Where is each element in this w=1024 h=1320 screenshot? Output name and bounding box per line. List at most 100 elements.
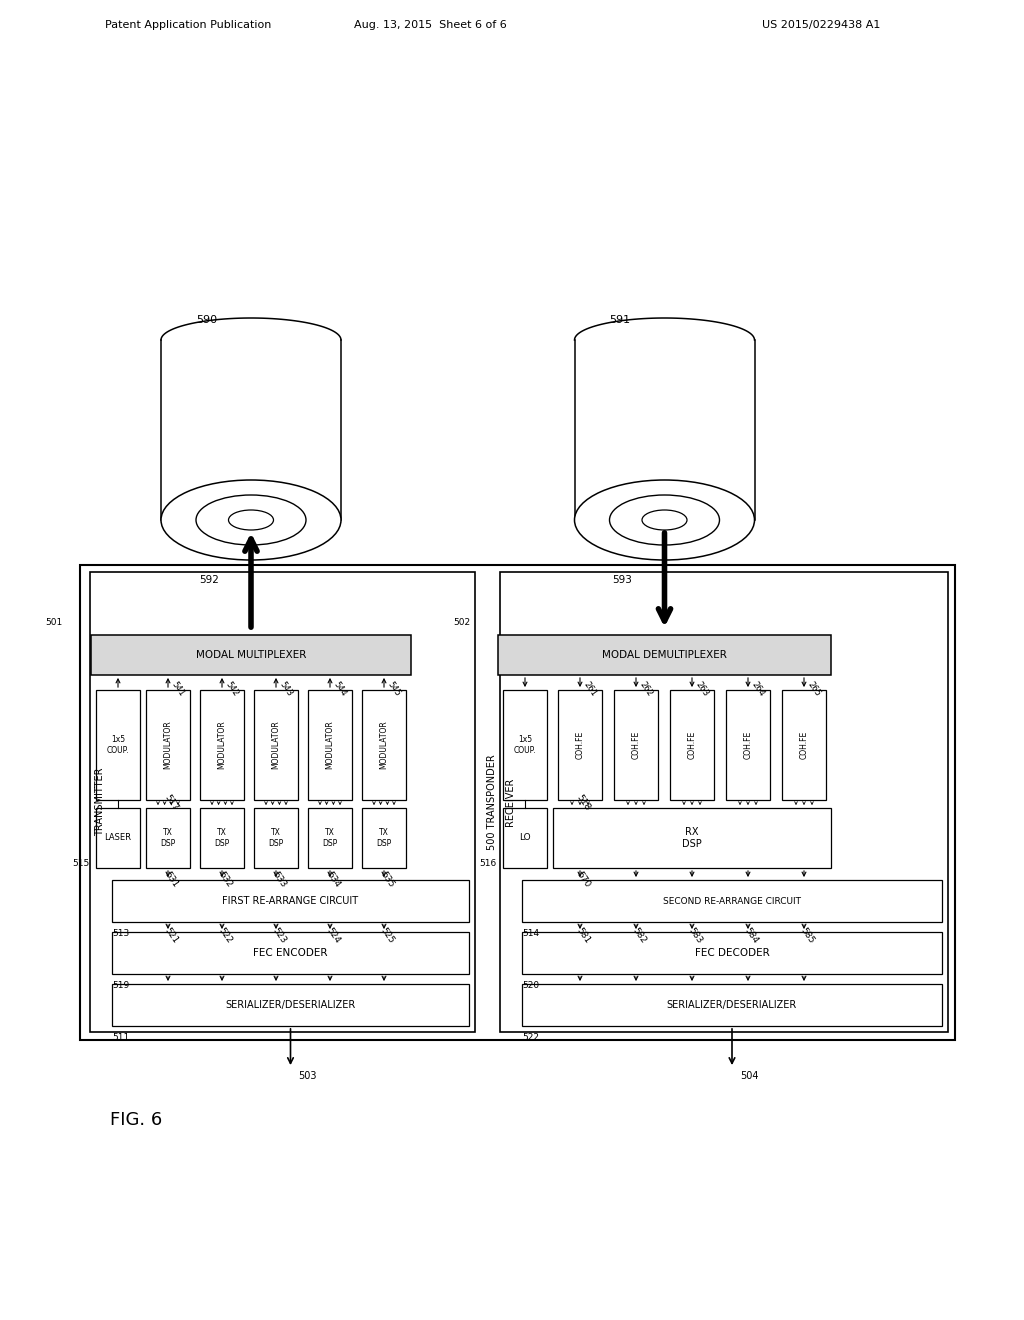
Ellipse shape — [228, 510, 273, 531]
Bar — [96, 690, 140, 800]
Text: 522: 522 — [217, 927, 234, 945]
Bar — [90, 572, 475, 1032]
Text: 570: 570 — [575, 870, 592, 890]
Bar — [726, 690, 770, 800]
Text: 542: 542 — [224, 680, 241, 698]
Text: 541: 541 — [170, 680, 186, 698]
Ellipse shape — [642, 510, 687, 531]
Bar — [91, 635, 411, 675]
Text: FEC ENCODER: FEC ENCODER — [253, 948, 328, 958]
Text: COH.FE: COH.FE — [800, 731, 809, 759]
Text: 533: 533 — [271, 870, 289, 890]
Text: 592: 592 — [199, 576, 219, 585]
Text: TX
DSP: TX DSP — [214, 829, 229, 847]
Text: FIRST RE-ARRANGE CIRCUIT: FIRST RE-ARRANGE CIRCUIT — [222, 896, 358, 906]
Bar — [362, 808, 406, 869]
Text: MODULATOR: MODULATOR — [164, 721, 172, 770]
Text: SERIALIZER/DESERIALIZER: SERIALIZER/DESERIALIZER — [225, 1001, 355, 1010]
Bar — [670, 690, 714, 800]
Bar — [308, 690, 352, 800]
Text: COH.FE: COH.FE — [687, 731, 696, 759]
Bar — [558, 690, 602, 800]
Text: 522: 522 — [522, 1034, 539, 1043]
Text: MODAL DEMULTIPLEXER: MODAL DEMULTIPLEXER — [602, 649, 727, 660]
Text: 521: 521 — [163, 927, 180, 945]
Text: TX
DSP: TX DSP — [161, 829, 176, 847]
Text: FIG. 6: FIG. 6 — [110, 1111, 162, 1129]
Text: 525: 525 — [379, 927, 396, 945]
Bar — [146, 808, 190, 869]
Ellipse shape — [196, 495, 306, 545]
Bar — [782, 690, 826, 800]
Text: 515: 515 — [73, 858, 90, 867]
Ellipse shape — [574, 480, 755, 560]
Bar — [80, 565, 955, 1040]
Text: SERIALIZER/DESERIALIZER: SERIALIZER/DESERIALIZER — [667, 1001, 797, 1010]
Bar — [112, 932, 469, 974]
Text: 516: 516 — [480, 858, 497, 867]
Text: 503: 503 — [299, 1071, 317, 1081]
Text: 524: 524 — [325, 927, 342, 945]
Bar — [308, 808, 352, 869]
Text: Patent Application Publication: Patent Application Publication — [105, 20, 271, 30]
Bar — [500, 572, 948, 1032]
Text: 583: 583 — [687, 927, 705, 945]
Text: MODULATOR: MODULATOR — [217, 721, 226, 770]
Text: 523: 523 — [271, 927, 288, 945]
Text: LASER: LASER — [104, 833, 131, 842]
Text: MODAL MULTIPLEXER: MODAL MULTIPLEXER — [196, 649, 306, 660]
Bar — [112, 880, 469, 921]
Bar — [254, 808, 298, 869]
Ellipse shape — [161, 480, 341, 560]
Text: 502: 502 — [453, 619, 470, 627]
Text: 531: 531 — [163, 870, 180, 890]
Text: COH.FE: COH.FE — [575, 731, 585, 759]
Text: 534: 534 — [325, 870, 342, 890]
Bar — [522, 983, 942, 1026]
Bar — [200, 690, 244, 800]
Bar — [362, 690, 406, 800]
Text: TRANSMITTER: TRANSMITTER — [95, 768, 105, 837]
Text: 584: 584 — [743, 927, 760, 945]
Bar — [522, 880, 942, 921]
Text: 585: 585 — [799, 927, 816, 945]
Text: 520: 520 — [522, 982, 539, 990]
Text: RECEIVER: RECEIVER — [505, 777, 515, 826]
Text: TX
DSP: TX DSP — [377, 829, 391, 847]
Text: 581: 581 — [575, 927, 592, 945]
Text: 504: 504 — [740, 1071, 759, 1081]
Text: 261: 261 — [582, 680, 598, 698]
Text: MODULATOR: MODULATOR — [380, 721, 388, 770]
Bar — [200, 808, 244, 869]
Text: 543: 543 — [278, 680, 295, 698]
Bar — [96, 808, 140, 869]
Bar — [503, 808, 547, 869]
Text: 517: 517 — [163, 793, 180, 813]
Text: 518: 518 — [575, 793, 592, 813]
Text: COH.FE: COH.FE — [632, 731, 640, 759]
Text: TX
DSP: TX DSP — [323, 829, 338, 847]
Bar — [112, 983, 469, 1026]
Text: 513: 513 — [112, 929, 129, 939]
Bar — [254, 690, 298, 800]
Text: 591: 591 — [609, 315, 631, 325]
Text: 519: 519 — [112, 982, 129, 990]
Text: SECOND RE-ARRANGE CIRCUIT: SECOND RE-ARRANGE CIRCUIT — [663, 896, 801, 906]
Text: 264: 264 — [750, 680, 767, 698]
Text: LO: LO — [519, 833, 530, 842]
Text: 544: 544 — [332, 680, 348, 698]
Bar — [146, 690, 190, 800]
Bar — [553, 808, 831, 869]
Bar — [522, 932, 942, 974]
Text: 262: 262 — [638, 680, 654, 698]
Text: MODULATOR: MODULATOR — [326, 721, 335, 770]
Text: 1x5
COUP.: 1x5 COUP. — [514, 735, 537, 755]
Bar — [614, 690, 658, 800]
Text: 263: 263 — [694, 680, 711, 698]
Text: TX
DSP: TX DSP — [268, 829, 284, 847]
Bar — [498, 635, 831, 675]
Text: 535: 535 — [379, 870, 396, 890]
Text: MODULATOR: MODULATOR — [271, 721, 281, 770]
Text: RX
DSP: RX DSP — [682, 828, 701, 849]
Text: US 2015/0229438 A1: US 2015/0229438 A1 — [762, 20, 880, 30]
